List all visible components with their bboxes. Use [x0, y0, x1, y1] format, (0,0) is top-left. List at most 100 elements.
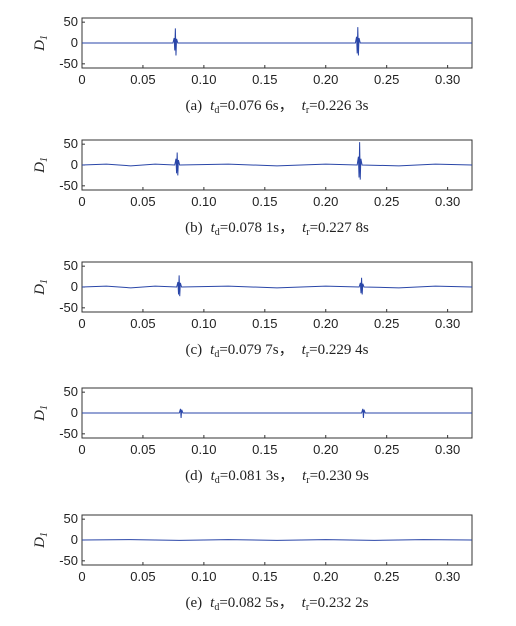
- caption: (a) td=0.076 6s， tr=0.226 3s: [186, 98, 369, 116]
- y-label-var: D: [32, 162, 48, 174]
- y-label-sub: 1: [39, 157, 50, 162]
- y-axis-label: D1: [32, 279, 50, 296]
- y-tick-label: -50: [59, 553, 78, 568]
- x-tick-label: 0.05: [130, 316, 155, 331]
- x-tick-label: 0.15: [252, 72, 277, 87]
- x-tick-label: 0: [78, 194, 85, 209]
- x-tick-label: 0.10: [191, 194, 216, 209]
- caption-part: =0.081 3s，: [220, 468, 294, 484]
- x-tick-label: 0.25: [374, 194, 399, 209]
- y-tick-label: 50: [64, 136, 78, 151]
- x-tick-label: 0.20: [313, 194, 338, 209]
- y-label-sub: 1: [39, 405, 50, 410]
- x-tick-label: 0: [78, 72, 85, 87]
- caption: (d) td=0.081 3s， tr=0.230 9s: [185, 468, 369, 486]
- signal-line: [82, 408, 472, 419]
- x-tick-label: 0.05: [130, 194, 155, 209]
- caption-part: (e): [186, 595, 203, 611]
- x-tick-label: 0.25: [374, 442, 399, 457]
- y-tick-label: 0: [71, 532, 78, 547]
- caption-part: t: [302, 468, 307, 484]
- caption-part: =0.232 2s: [309, 595, 368, 611]
- caption-part: d: [215, 227, 220, 238]
- caption-part: =0.082 5s，: [219, 595, 293, 611]
- caption-part: t: [210, 595, 215, 611]
- caption-part: r: [306, 602, 310, 613]
- x-tick-label: 0.30: [435, 442, 460, 457]
- y-label-var: D: [32, 410, 48, 422]
- caption-part: r: [306, 227, 310, 238]
- caption-part: r: [306, 349, 310, 360]
- caption-part: (d): [185, 468, 203, 484]
- x-tick-label: 0.15: [252, 569, 277, 584]
- caption-part: d: [214, 105, 219, 116]
- x-tick-label: 0.10: [191, 442, 216, 457]
- x-tick-label: 0.30: [435, 316, 460, 331]
- caption-part: =0.230 9s: [310, 468, 369, 484]
- caption-part: r: [306, 475, 310, 486]
- x-tick-label: 0.25: [374, 316, 399, 331]
- x-tick-label: 0.05: [130, 442, 155, 457]
- y-tick-label: -50: [59, 300, 78, 315]
- y-label-var: D: [32, 40, 48, 52]
- y-tick-label: 0: [71, 405, 78, 420]
- y-tick-label: 50: [64, 384, 78, 399]
- caption-part: t: [302, 595, 307, 611]
- caption-part: r: [306, 105, 310, 116]
- y-tick-label: 0: [71, 157, 78, 172]
- x-tick-label: 0.05: [130, 72, 155, 87]
- y-axis-label: D1: [32, 35, 50, 52]
- caption-part: t: [211, 468, 216, 484]
- signal-line: [81, 539, 473, 541]
- caption-part: t: [302, 342, 307, 358]
- caption-part: t: [211, 220, 216, 236]
- y-label-sub: 1: [39, 532, 50, 537]
- caption-part: =0.078 1s，: [220, 220, 294, 236]
- caption-part: t: [210, 98, 215, 114]
- signal-line: [81, 142, 473, 180]
- x-tick-label: 0.10: [191, 569, 216, 584]
- x-tick-label: 0.30: [435, 72, 460, 87]
- caption-part: =0.227 8s: [310, 220, 369, 236]
- x-tick-label: 0: [78, 316, 85, 331]
- caption-part: =0.076 6s，: [219, 98, 293, 114]
- x-tick-label: 0.30: [435, 194, 460, 209]
- caption-part: (b): [185, 220, 203, 236]
- x-tick-label: 0.30: [435, 569, 460, 584]
- y-axis-label: D1: [32, 405, 50, 422]
- y-tick-label: 50: [64, 14, 78, 29]
- caption-part: d: [215, 475, 220, 486]
- caption-part: (a): [186, 98, 203, 114]
- y-tick-label: -50: [59, 56, 78, 71]
- y-label-var: D: [32, 284, 48, 296]
- y-axis-label: D1: [32, 532, 50, 549]
- x-tick-label: 0.20: [313, 569, 338, 584]
- caption: (b) td=0.078 1s， tr=0.227 8s: [185, 220, 369, 238]
- x-tick-label: 0.20: [313, 442, 338, 457]
- x-tick-label: 0.15: [252, 442, 277, 457]
- x-tick-label: 0.25: [374, 569, 399, 584]
- x-tick-label: 0.05: [130, 569, 155, 584]
- y-tick-label: -50: [59, 178, 78, 193]
- x-tick-label: 0.10: [191, 72, 216, 87]
- x-tick-label: 0.10: [191, 316, 216, 331]
- signal-line: [82, 27, 472, 56]
- signal-line: [81, 275, 473, 297]
- caption-part: (c): [186, 342, 203, 358]
- x-tick-label: 0.15: [252, 194, 277, 209]
- x-tick-label: 0: [78, 442, 85, 457]
- caption-part: d: [214, 349, 219, 360]
- x-tick-label: 0: [78, 569, 85, 584]
- caption-part: =0.079 7s，: [219, 342, 293, 358]
- caption-part: t: [210, 342, 215, 358]
- y-tick-label: -50: [59, 426, 78, 441]
- caption: (c) td=0.079 7s， tr=0.229 4s: [186, 342, 369, 360]
- x-tick-label: 0.15: [252, 316, 277, 331]
- x-tick-label: 0.20: [313, 72, 338, 87]
